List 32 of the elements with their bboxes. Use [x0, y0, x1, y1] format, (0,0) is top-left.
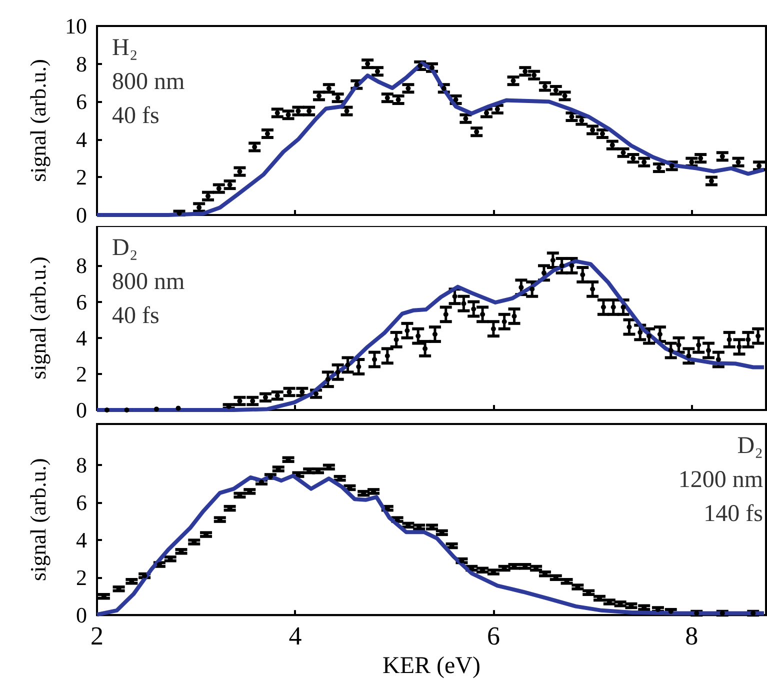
- annotation: 40 fs: [112, 103, 160, 129]
- y-tick-label: 6: [76, 289, 87, 314]
- x-tick-label: 4: [288, 622, 302, 651]
- y-tick-label: 4: [76, 325, 87, 350]
- y-tick-label: 0: [76, 602, 87, 628]
- annotation: D₂: [737, 433, 763, 459]
- annotation: 1200 nm: [678, 467, 764, 493]
- annotation: H₂: [112, 35, 138, 61]
- annotation: D₂: [112, 235, 138, 261]
- x-tick-label: 8: [685, 622, 698, 651]
- y-tick-label: 2: [76, 164, 87, 190]
- y-tick-label: 2: [76, 565, 87, 590]
- y-tick-label: 4: [76, 126, 87, 152]
- y-tick-label: 10: [65, 14, 87, 38]
- y-axis-title: signal (arb.u.): [26, 59, 50, 182]
- y-tick-label: 8: [76, 51, 87, 76]
- y-tick-label: 2: [76, 361, 87, 386]
- x-tick-label: 6: [486, 622, 500, 651]
- y-tick-label: 6: [76, 89, 87, 114]
- y-tick-label: 0: [76, 202, 87, 228]
- annotation: 800 nm: [112, 69, 185, 95]
- x-axis-title: KER (eV): [382, 653, 480, 679]
- annotation: 140 fs: [704, 501, 763, 527]
- y-tick-label: 8: [76, 253, 87, 278]
- y-axis-title: signal (arb.u.): [26, 458, 50, 581]
- y-tick-label: 0: [76, 398, 87, 422]
- y-tick-label: 6: [76, 490, 87, 516]
- annotation: 40 fs: [112, 303, 160, 329]
- annotation: 800 nm: [112, 269, 185, 295]
- y-tick-label: 8: [76, 452, 87, 478]
- y-tick-label: 4: [76, 528, 87, 553]
- y-axis-title: signal (arb.u.): [26, 256, 50, 380]
